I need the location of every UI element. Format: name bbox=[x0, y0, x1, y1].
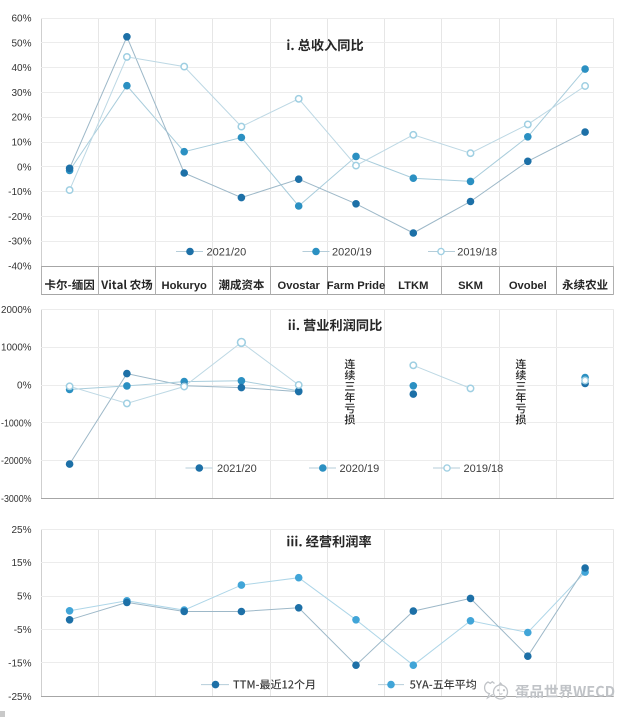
svg-text:-2000%: -2000% bbox=[1, 456, 32, 467]
svg-text:60%: 60% bbox=[11, 14, 31, 25]
svg-text:15%: 15% bbox=[11, 558, 31, 569]
svg-text:2020/19: 2020/19 bbox=[332, 246, 372, 258]
svg-text:2019/18: 2019/18 bbox=[457, 246, 497, 258]
svg-text:2000%: 2000% bbox=[1, 305, 32, 316]
svg-text:30%: 30% bbox=[11, 88, 31, 99]
svg-text:1000%: 1000% bbox=[1, 343, 32, 354]
svg-text:50%: 50% bbox=[11, 38, 31, 49]
svg-text:Farm Pride: Farm Pride bbox=[327, 280, 385, 292]
svg-text:-5%: -5% bbox=[14, 625, 32, 636]
svg-text:5%: 5% bbox=[17, 592, 32, 603]
svg-text:Hokuryo: Hokuryo bbox=[162, 280, 208, 292]
svg-text:25%: 25% bbox=[11, 525, 31, 536]
svg-text:-15%: -15% bbox=[8, 658, 31, 669]
svg-text:-25%: -25% bbox=[8, 692, 31, 703]
svg-text:LTKM: LTKM bbox=[398, 280, 428, 292]
svg-text:20%: 20% bbox=[11, 113, 31, 124]
svg-text:-40%: -40% bbox=[8, 262, 31, 273]
svg-text:2020/19: 2020/19 bbox=[340, 463, 380, 475]
svg-text:-10%: -10% bbox=[8, 187, 31, 198]
svg-text:0%: 0% bbox=[17, 381, 32, 392]
svg-text:2021/20: 2021/20 bbox=[207, 246, 247, 258]
svg-text:-20%: -20% bbox=[8, 212, 31, 223]
svg-text:Ovobel: Ovobel bbox=[509, 280, 547, 292]
svg-text:10%: 10% bbox=[11, 138, 31, 149]
svg-text:2019/18: 2019/18 bbox=[464, 463, 504, 475]
svg-text:-1000%: -1000% bbox=[1, 418, 32, 429]
svg-text:SKM: SKM bbox=[458, 280, 483, 292]
svg-text:Ovostar: Ovostar bbox=[278, 280, 321, 292]
svg-text:-3000%: -3000% bbox=[1, 494, 32, 505]
svg-text:40%: 40% bbox=[11, 63, 31, 74]
svg-text:2021/20: 2021/20 bbox=[217, 463, 257, 475]
svg-text:0%: 0% bbox=[17, 162, 32, 173]
svg-text:-30%: -30% bbox=[8, 237, 31, 248]
